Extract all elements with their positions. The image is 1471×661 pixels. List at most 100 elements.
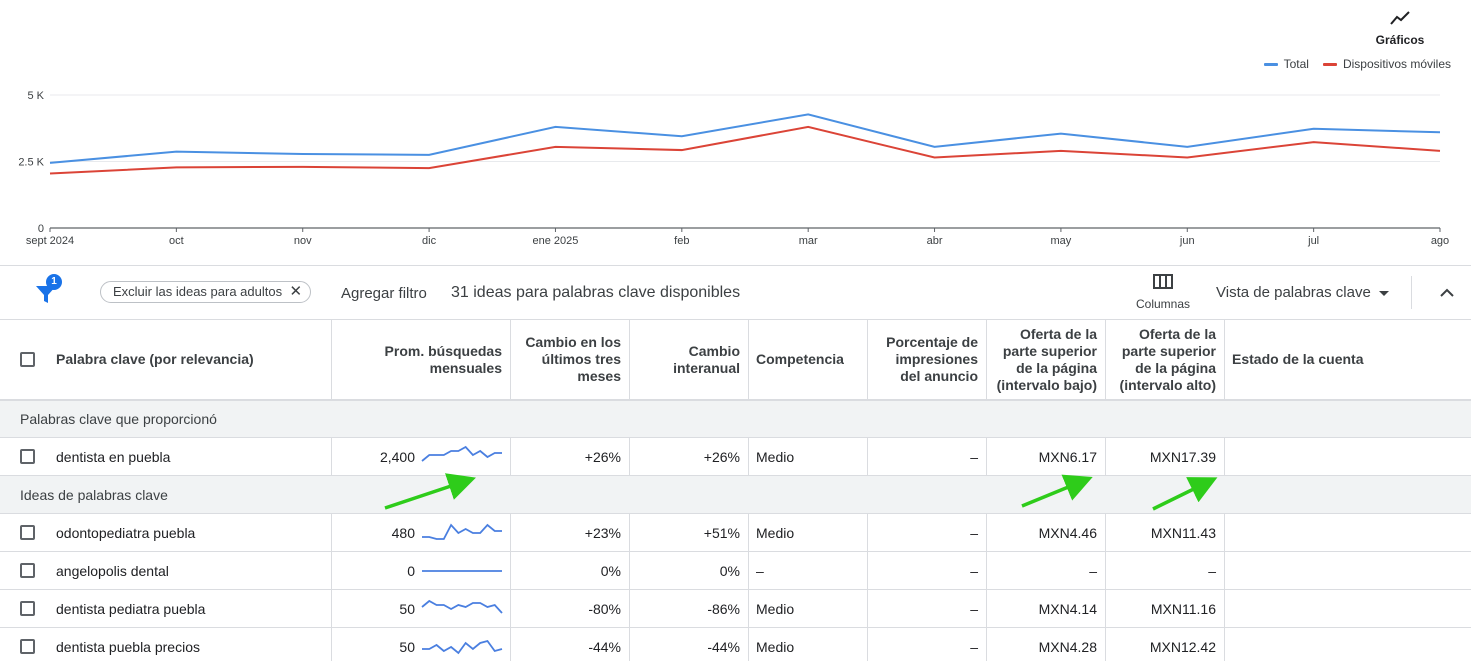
table-header: Palabra clave (por relevancia) Prom. bús… bbox=[0, 320, 1471, 401]
add-filter-button[interactable]: Agregar filtro bbox=[341, 285, 427, 302]
header-bid-high[interactable]: Oferta de la parte superior de la página… bbox=[1119, 325, 1216, 393]
row-checkbox[interactable] bbox=[20, 601, 35, 616]
close-icon[interactable]: ✕ bbox=[289, 283, 303, 300]
keyword-cell[interactable]: dentista pediatra puebla bbox=[56, 600, 206, 617]
chart-legend: Total Dispositivos móviles bbox=[1263, 57, 1451, 71]
sparkline-chart bbox=[422, 523, 502, 540]
charts-button[interactable]: Gráficos bbox=[1370, 10, 1430, 52]
bid-low-cell: MXN4.28 bbox=[1038, 638, 1097, 655]
filter-count-badge: 1 bbox=[46, 274, 62, 290]
x-tick-label: mar bbox=[799, 235, 818, 247]
row-checkbox[interactable] bbox=[20, 639, 35, 654]
x-tick-label: ago bbox=[1431, 235, 1449, 247]
table-row[interactable]: odontopediatra puebla 480 +23% +51% Medio – MX… bbox=[0, 514, 1471, 552]
sparkline bbox=[422, 523, 502, 540]
series-line-total bbox=[49, 113, 1441, 164]
sparkline-chart bbox=[422, 570, 502, 572]
x-tick-label: ene 2025 bbox=[533, 235, 579, 247]
view-dropdown-label: Vista de palabras clave bbox=[1216, 284, 1371, 301]
yoy-change-cell: 0% bbox=[719, 562, 740, 579]
sparkline-chart bbox=[421, 445, 502, 462]
filter-bar: 1 Excluir las ideas para adultos ✕ Agreg… bbox=[0, 265, 1471, 320]
header-three-month-change[interactable]: Cambio en los últimos tres meses bbox=[525, 334, 621, 384]
adult-ideas-filter-chip[interactable]: Excluir las ideas para adultos ✕ bbox=[100, 281, 312, 303]
competition-cell: Medio bbox=[756, 638, 795, 655]
row-checkbox[interactable] bbox=[20, 563, 35, 578]
account-status-cell bbox=[1224, 514, 1464, 551]
three-month-change-cell: -80% bbox=[588, 600, 621, 617]
bid-low-cell: MXN6.17 bbox=[1038, 448, 1097, 465]
table-row[interactable]: dentista pediatra puebla 50 -80% -86% Medio –… bbox=[0, 590, 1471, 628]
ideas-count-text: 31 ideas para palabras clave disponibles bbox=[451, 284, 741, 301]
impression-share-cell: – bbox=[970, 448, 978, 465]
section-keyword-ideas: Ideas de palabras clave bbox=[0, 476, 1471, 514]
competition-cell: Medio bbox=[756, 448, 795, 465]
bid-high-cell: – bbox=[1208, 562, 1216, 579]
three-month-change-cell: +26% bbox=[584, 448, 621, 465]
columns-label: Columnas bbox=[1135, 297, 1191, 311]
avg-searches-cell: 480 bbox=[391, 524, 415, 541]
table-row[interactable]: dentista puebla precios 50 -44% -44% Medio – M… bbox=[0, 628, 1471, 661]
table-row[interactable]: angelopolis dental 0 0% 0% – – – – bbox=[0, 552, 1471, 590]
account-status-cell bbox=[1224, 438, 1464, 475]
header-account-status[interactable]: Estado de la cuenta bbox=[1232, 351, 1364, 367]
keyword-cell[interactable]: dentista en puebla bbox=[56, 448, 171, 465]
charts-button-label: Gráficos bbox=[1375, 33, 1425, 47]
divider bbox=[1411, 276, 1412, 309]
columns-button[interactable]: Columnas bbox=[1128, 274, 1198, 311]
section-label: Palabras clave que proporcionó bbox=[20, 411, 217, 427]
select-all-checkbox[interactable] bbox=[20, 352, 35, 367]
avg-searches-cell: 0 bbox=[407, 562, 415, 579]
avg-searches-cell: 50 bbox=[399, 600, 415, 617]
header-competition[interactable]: Competencia bbox=[756, 351, 844, 367]
bid-high-cell: MXN17.39 bbox=[1149, 448, 1216, 465]
keyword-cell[interactable]: dentista puebla precios bbox=[56, 638, 200, 655]
columns-icon bbox=[1153, 274, 1173, 289]
row-checkbox[interactable] bbox=[20, 525, 35, 540]
row-checkbox[interactable] bbox=[20, 449, 35, 464]
impression-share-cell: – bbox=[970, 638, 978, 655]
bid-low-cell: MXN4.46 bbox=[1038, 524, 1097, 541]
header-keyword[interactable]: Palabra clave (por relevancia) bbox=[56, 351, 254, 367]
x-tick-label: jul bbox=[1307, 235, 1319, 247]
yoy-change-cell: +51% bbox=[703, 524, 740, 541]
table-row[interactable]: dentista en puebla 2,400 +26% +26% Medio – MXN… bbox=[0, 438, 1471, 476]
x-tick-label: feb bbox=[674, 235, 689, 247]
three-month-change-cell: +23% bbox=[584, 524, 621, 541]
section-provided-keywords: Palabras clave que proporcionó bbox=[0, 401, 1471, 438]
header-avg-searches[interactable]: Prom. búsquedas mensuales bbox=[384, 342, 502, 376]
x-tick-label: abr bbox=[927, 235, 943, 247]
caret-down-icon bbox=[1378, 290, 1389, 296]
x-tick-label: nov bbox=[294, 235, 312, 247]
chevron-up-icon[interactable] bbox=[1438, 284, 1456, 302]
competition-cell: Medio bbox=[756, 524, 795, 541]
trend-chart: 0 2.5 K 5 K sept 2024 oct nov dic ene 2025 feb ma… bbox=[18, 90, 1449, 247]
sparkline-chart bbox=[422, 639, 503, 655]
x-tick-label: oct bbox=[169, 235, 184, 247]
account-status-cell bbox=[1224, 552, 1464, 589]
sparkline-chart bbox=[421, 599, 503, 614]
header-impression-share[interactable]: Porcentaje de impresiones del anuncio bbox=[886, 334, 978, 384]
header-bid-low[interactable]: Oferta de la parte superior de la página… bbox=[996, 325, 1097, 393]
y-tick-label: 0 bbox=[38, 223, 44, 235]
sparkline bbox=[421, 599, 503, 614]
keyword-cell[interactable]: odontopediatra puebla bbox=[56, 524, 196, 541]
yoy-change-cell: +26% bbox=[703, 448, 740, 465]
avg-searches-cell: 2,400 bbox=[379, 448, 415, 465]
bid-high-cell: MXN11.16 bbox=[1150, 600, 1216, 617]
yoy-change-cell: -86% bbox=[707, 600, 740, 617]
impression-share-cell: – bbox=[970, 562, 978, 579]
keyword-cell[interactable]: angelopolis dental bbox=[56, 562, 169, 579]
legend-swatch-mobile bbox=[1322, 62, 1337, 66]
filter-icon[interactable] bbox=[33, 276, 63, 306]
bid-low-cell: – bbox=[1089, 562, 1097, 579]
sparkline bbox=[421, 445, 502, 462]
x-tick-label: dic bbox=[422, 235, 437, 247]
chip-label: Excluir las ideas para adultos bbox=[113, 284, 283, 299]
y-tick-label: 5 K bbox=[27, 90, 44, 102]
view-dropdown[interactable]: Vista de palabras clave bbox=[1216, 284, 1389, 301]
x-tick-label: may bbox=[1051, 235, 1072, 247]
sparkline bbox=[422, 639, 503, 655]
header-yoy-change[interactable]: Cambio interanual bbox=[673, 342, 740, 376]
yoy-change-cell: -44% bbox=[707, 638, 740, 655]
